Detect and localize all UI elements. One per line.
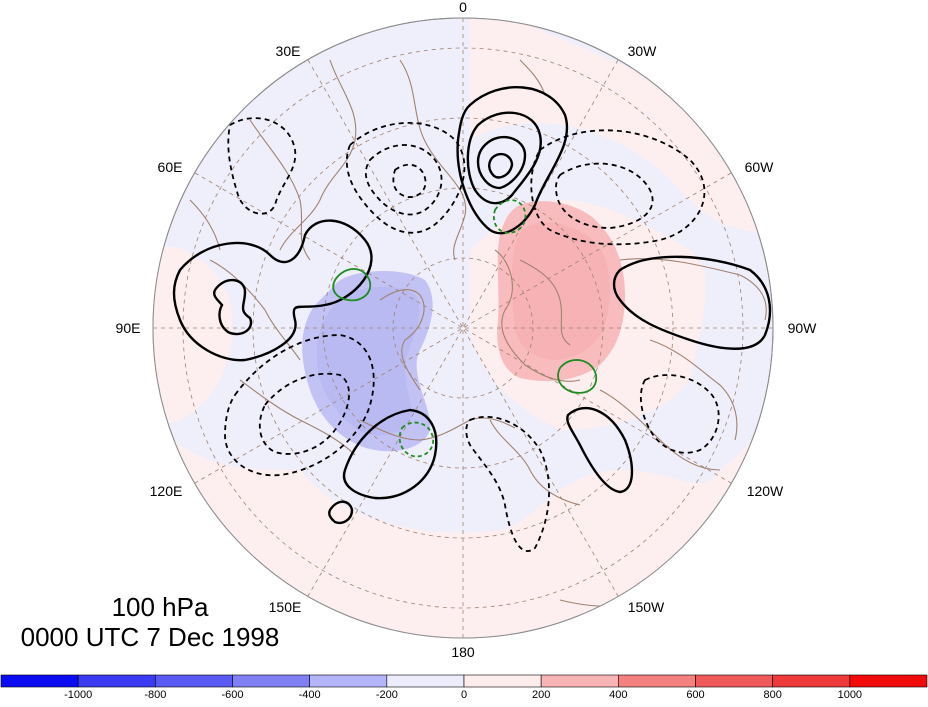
colorbar-tick-label: -1000 [64,689,92,701]
colorbar-tick-label: -800 [144,689,166,701]
coastlines [189,59,767,607]
colorbar: -1000 -800 -600 -400 -200 0 200 400 600 800 1000 [0,674,928,701]
colorbar-tick-label: -600 [221,689,243,701]
colorbar-tick-label: 1000 [838,689,862,701]
colorbar-tick-label: 800 [763,689,781,701]
colorbar-swatch [77,674,156,688]
shade-blue-core [316,286,420,436]
colorbar-swatch [232,674,310,688]
lon-label-60e: 60E [158,159,183,175]
lon-label-90w: 90W [788,320,818,336]
colorbar-swatch [0,674,79,688]
colorbar-tick-label: -400 [299,689,321,701]
lon-label-90e: 90E [116,320,141,336]
lon-label-60w: 60W [745,159,775,175]
colorbar-swatch [309,674,388,688]
colorbar-swatch [618,674,696,688]
positive-contours [172,86,772,524]
colorbar-swatch [155,674,233,688]
lon-label-120e: 120E [150,483,183,499]
negative-contours [224,117,720,552]
colorbar-tick-label: 200 [532,689,550,701]
colorbar-swatch [463,674,542,688]
lon-label-150e: 150E [269,599,302,615]
lon-label-0: 0 [459,0,467,15]
colorbar-swatch [386,674,465,688]
colorbar-tick-label: 400 [609,689,627,701]
lon-label-30w: 30W [628,43,658,59]
lon-label-120w: 120W [747,483,784,499]
lon-label-180: 180 [451,644,475,660]
colorbar-swatch [540,674,619,688]
colorbar-swatch [772,674,851,688]
colorbar-swatch [849,674,928,688]
colorbar-swatch [695,674,773,688]
lon-label-30e: 30E [276,43,301,59]
map-border [152,17,774,639]
lon-label-150w: 150W [628,599,665,615]
longitude-labels: 0 180 30E 60E 90E 120E 150E 30W 60W 90W … [116,0,818,660]
pressure-level-label: 100 hPa [111,592,209,622]
secondary-contours [332,199,597,458]
colorbar-tick-label: -200 [376,689,398,701]
timestamp-label: 0000 UTC 7 Dec 1998 [20,622,280,652]
colorbar-tick-label: 0 [461,689,467,701]
colorbar-tick-label: 600 [686,689,704,701]
shade-red-core [511,222,610,360]
